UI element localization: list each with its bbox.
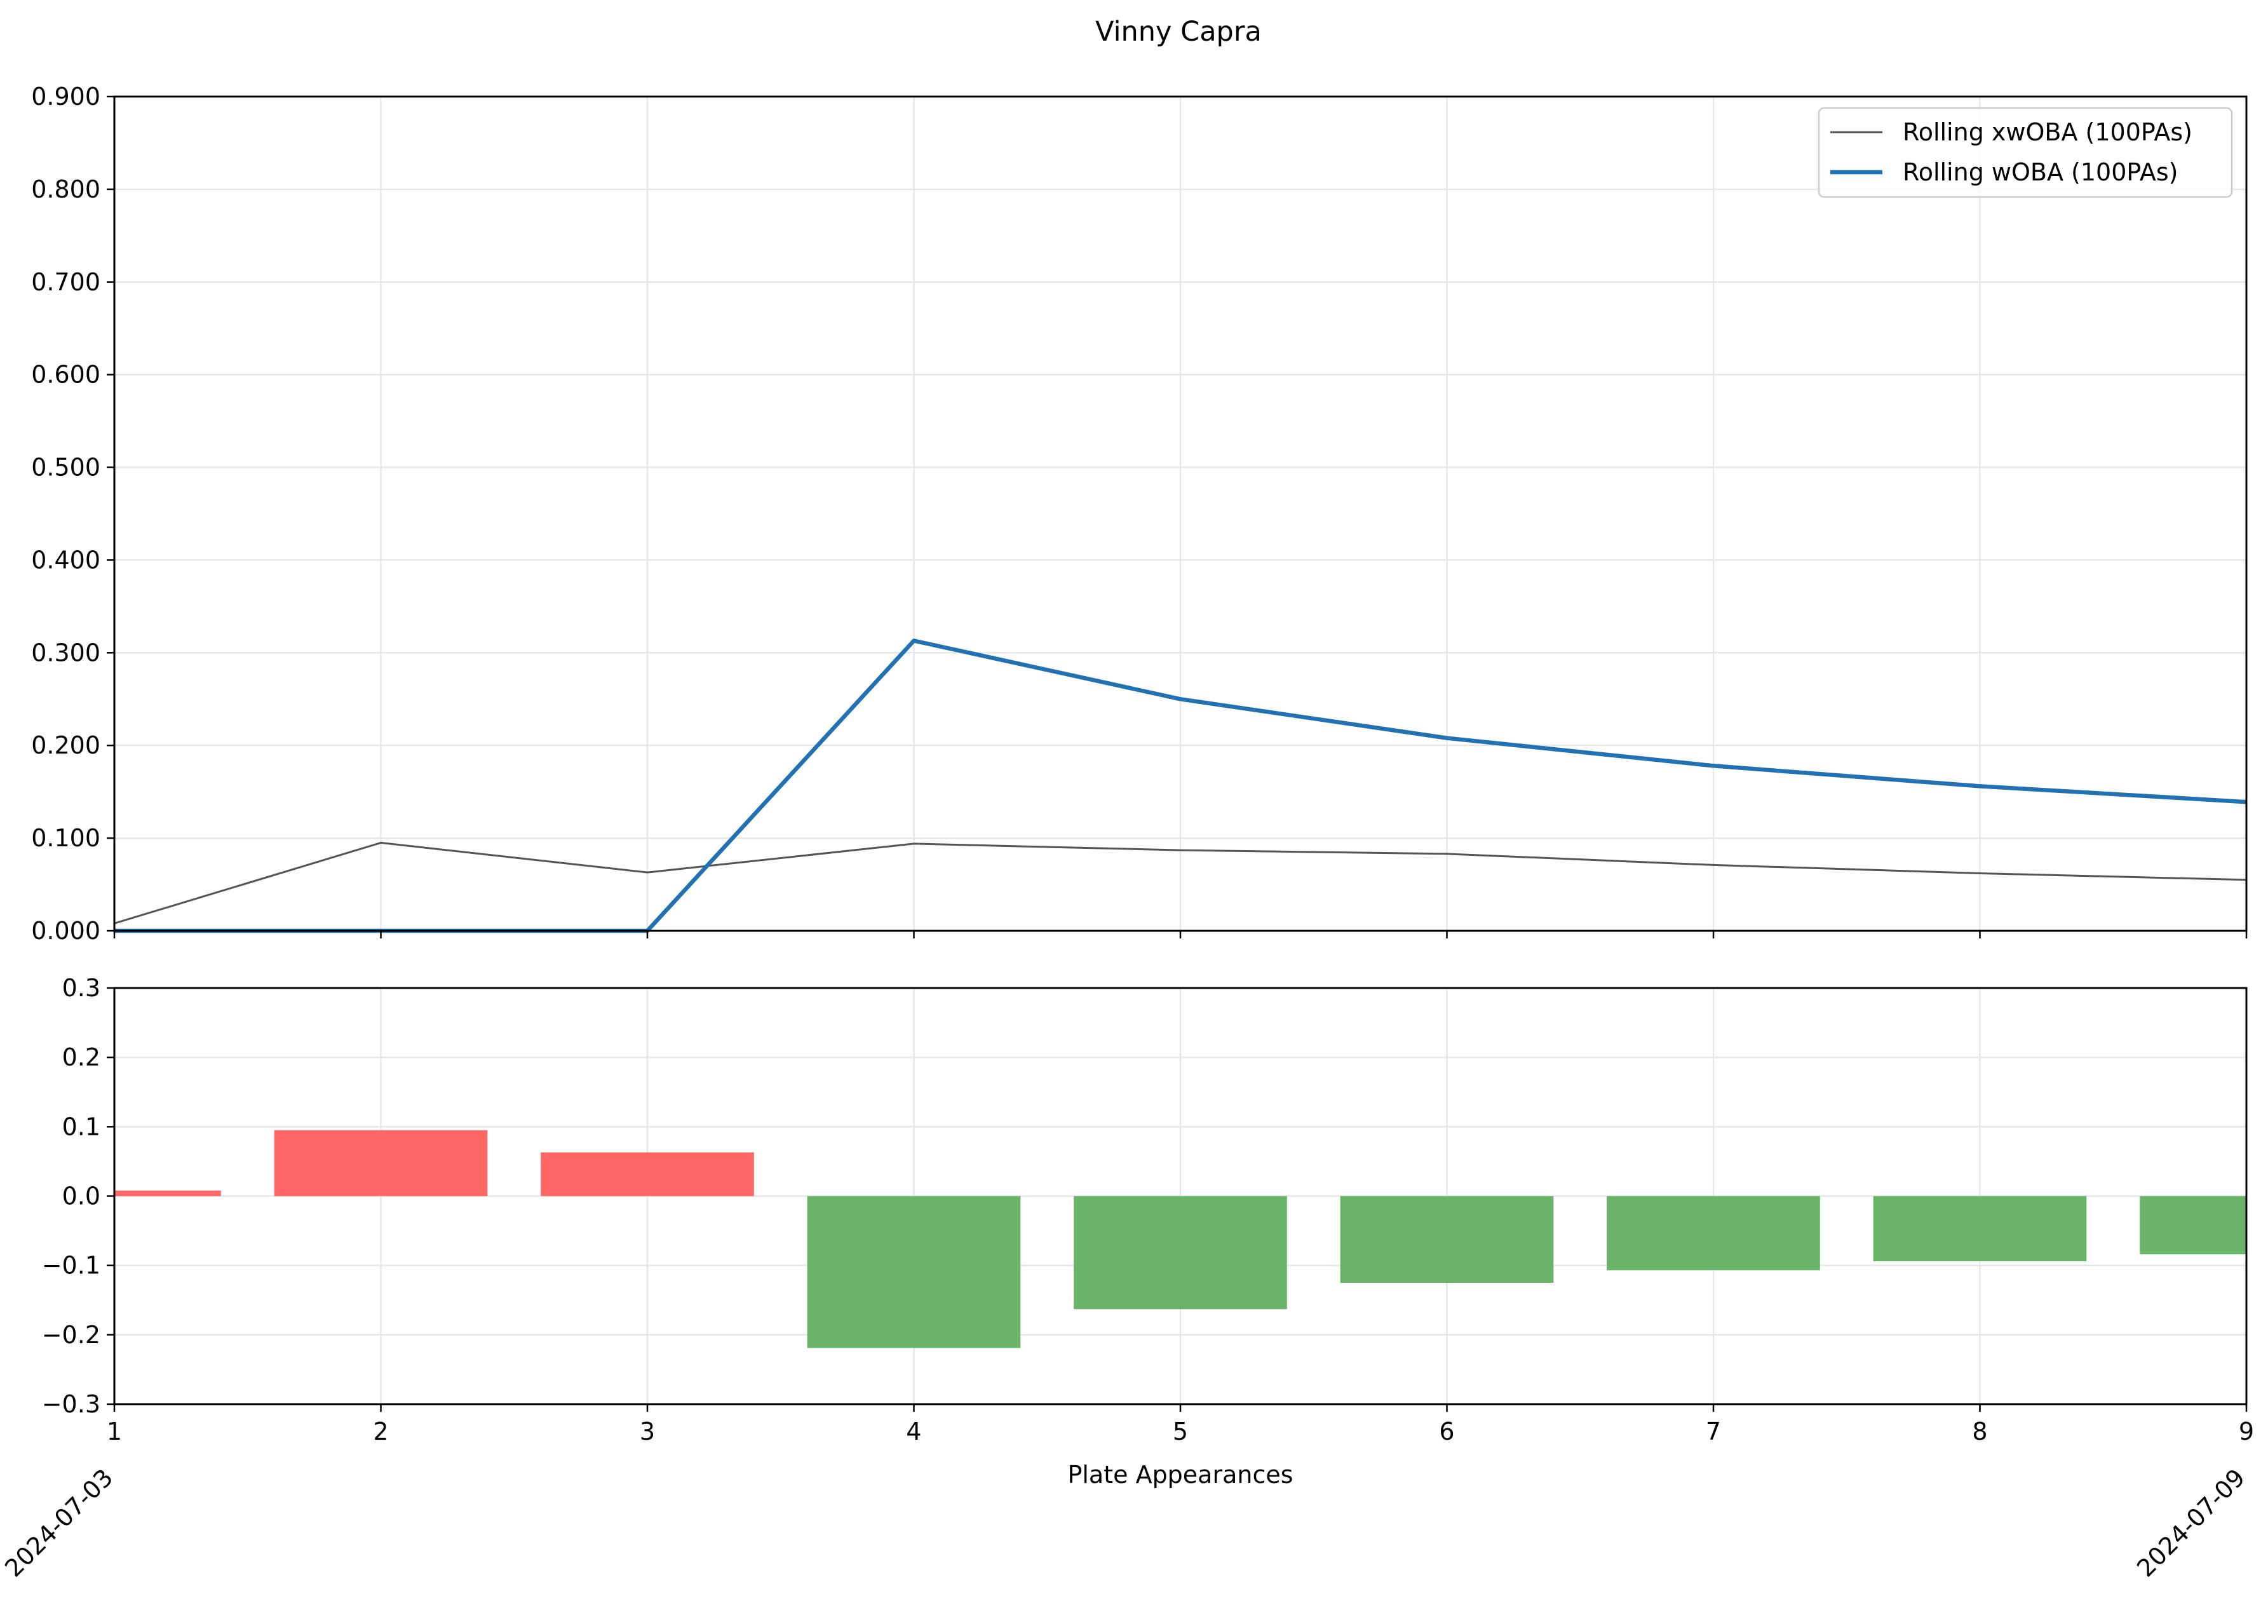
top-y-tick-label: 0.200 (31, 731, 100, 759)
bottom-y-tick-label: 0.2 (62, 1043, 100, 1071)
legend-box (1818, 107, 2233, 198)
chart-title: Vinny Capra (1095, 16, 1262, 48)
x-tick-label: 6 (1439, 1418, 1454, 1445)
legend: Rolling xwOBA (100PAs) Rolling wOBA (100P… (1818, 107, 2233, 198)
bottom-y-tick-label: 0.3 (62, 974, 100, 1002)
bottom-y-tick-label: 0.1 (62, 1113, 100, 1140)
bottom-y-tick-label: 0.0 (62, 1182, 100, 1210)
diff-bar (541, 1152, 754, 1196)
legend-label-xwoba: Rolling xwOBA (100PAs) (1903, 118, 2192, 146)
diff-bar (807, 1196, 1021, 1348)
top-y-tick-label: 0.500 (31, 454, 100, 482)
top-y-tick-label: 0.900 (31, 83, 100, 111)
x-axis-label: Plate Appearances (1067, 1461, 1293, 1489)
x-tick-label: 9 (2239, 1418, 2254, 1445)
legend-label-woba: Rolling wOBA (100PAs) (1903, 158, 2178, 186)
diff-bar (2140, 1196, 2246, 1255)
top-y-tick-label: 0.000 (31, 917, 100, 945)
marks-layer (114, 639, 2247, 1348)
bottom-y-tick-label: −0.2 (42, 1321, 100, 1349)
top-y-tick-label: 0.600 (31, 361, 100, 389)
bottom-y-tick-label: −0.1 (42, 1252, 100, 1280)
x-tick-label: 4 (906, 1418, 921, 1445)
top-y-tick-label: 0.700 (31, 268, 100, 296)
x-tick-label: 1 (107, 1418, 122, 1445)
x-tick-label: 8 (1972, 1418, 1987, 1445)
x-tick-label: 7 (1706, 1418, 1721, 1445)
diff-bar (274, 1130, 488, 1196)
bottom-y-tick-label: −0.3 (42, 1390, 100, 1418)
x-tick-label: 3 (640, 1418, 655, 1445)
diff-bar (1074, 1196, 1287, 1309)
top-y-tick-label: 0.400 (31, 546, 100, 574)
x-tick-label: 5 (1173, 1418, 1188, 1445)
diff-bar (114, 1190, 221, 1196)
top-y-tick-label: 0.300 (31, 639, 100, 667)
x-tick-label: 2 (373, 1418, 388, 1445)
top-y-tick-label: 0.100 (31, 824, 100, 852)
diff-bar (1340, 1196, 1554, 1283)
diff-bar (1873, 1196, 2087, 1262)
diff-bar (1607, 1196, 1820, 1271)
top-y-tick-label: 0.800 (31, 175, 100, 203)
